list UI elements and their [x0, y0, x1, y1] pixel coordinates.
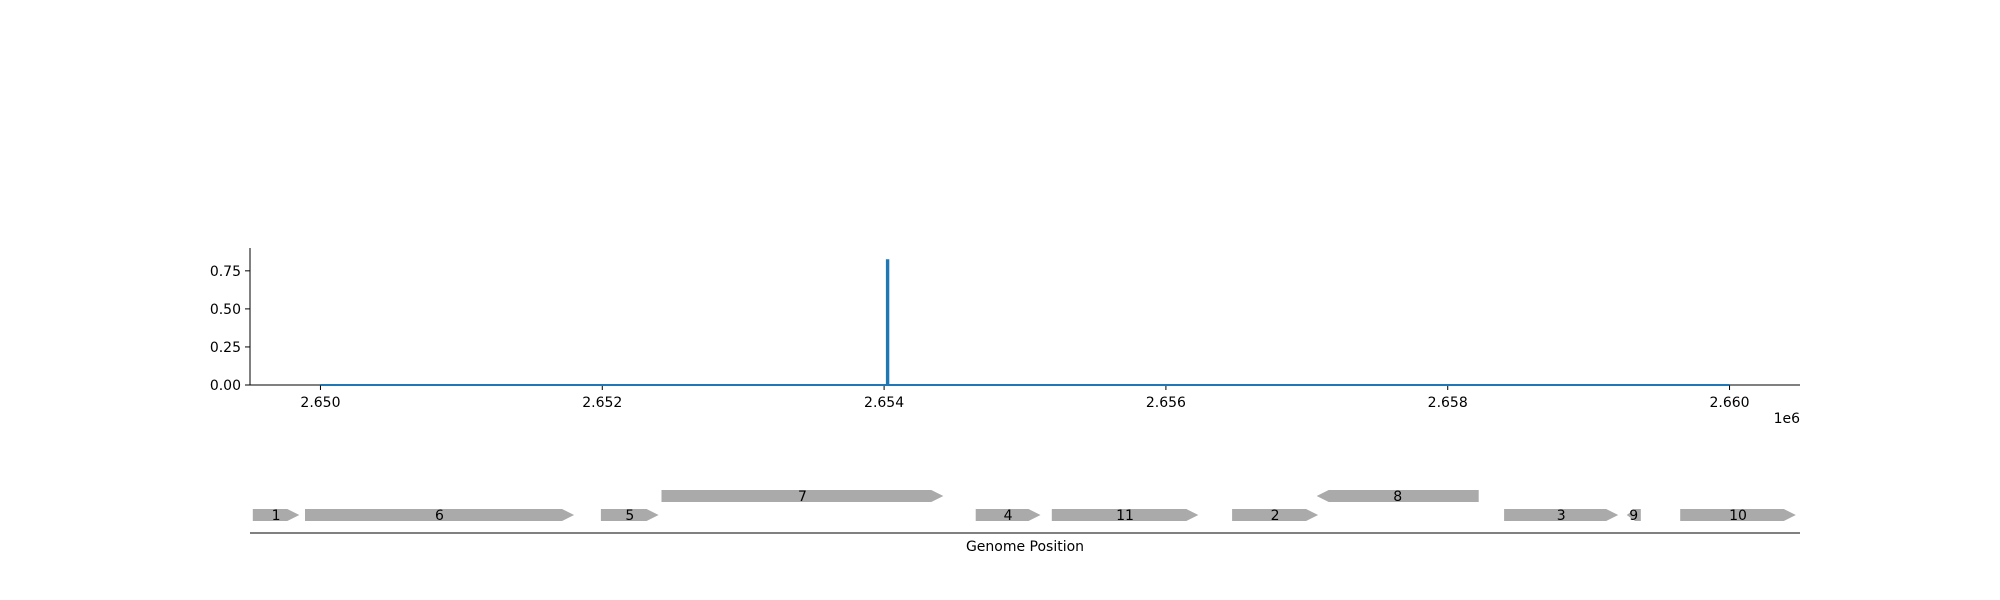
gene-label: 1 — [272, 508, 281, 524]
gene-arrow — [1626, 509, 1641, 521]
y-tick-label: 0.25 — [210, 340, 241, 356]
x-offset-label: 1e6 — [1774, 411, 1801, 427]
gene-arrow — [252, 509, 300, 521]
gene-label: 7 — [798, 489, 807, 505]
y-tick-label: 0.50 — [210, 302, 241, 318]
gene-label: 3 — [1557, 508, 1566, 524]
x-tick-label: 2.656 — [1146, 395, 1186, 411]
x-tick-label: 2.660 — [1709, 395, 1749, 411]
gene-arrow — [600, 509, 659, 521]
x-tick-label: 2.650 — [300, 395, 340, 411]
coverage-plot: 0.00 0.25 0.50 0.75 2.650 2.652 2.654 2.656 2.65… — [210, 248, 1800, 427]
gene-label: 4 — [1004, 508, 1013, 524]
x-tick-label: 2.654 — [864, 395, 904, 411]
gene-map: 1 6 5 7 4 11 2 8 3 9 10 Genome Position — [250, 489, 1800, 555]
gene-arrow — [661, 490, 944, 502]
gene-label: 9 — [1629, 508, 1638, 524]
gene-label: 10 — [1729, 508, 1747, 524]
gene-arrow — [305, 509, 575, 521]
gene-label: 11 — [1116, 508, 1134, 524]
y-tick-label: 0.75 — [210, 264, 241, 280]
gene-arrow — [1316, 490, 1479, 502]
y-tick-label: 0.00 — [210, 378, 241, 394]
gene-label: 8 — [1393, 489, 1402, 505]
gene-label: 5 — [625, 508, 634, 524]
gene-arrow — [1232, 509, 1319, 521]
gene-arrow — [975, 509, 1041, 521]
gene-arrow — [1504, 509, 1619, 521]
x-tick-label: 2.658 — [1428, 395, 1468, 411]
x-tick-label: 2.652 — [582, 395, 622, 411]
gene-label: 6 — [435, 508, 444, 524]
gene-arrow — [1680, 509, 1796, 521]
gene-label: 2 — [1271, 508, 1280, 524]
coverage-line — [320, 259, 1730, 386]
x-axis-label: Genome Position — [966, 539, 1084, 555]
gene-arrow — [1051, 509, 1199, 521]
